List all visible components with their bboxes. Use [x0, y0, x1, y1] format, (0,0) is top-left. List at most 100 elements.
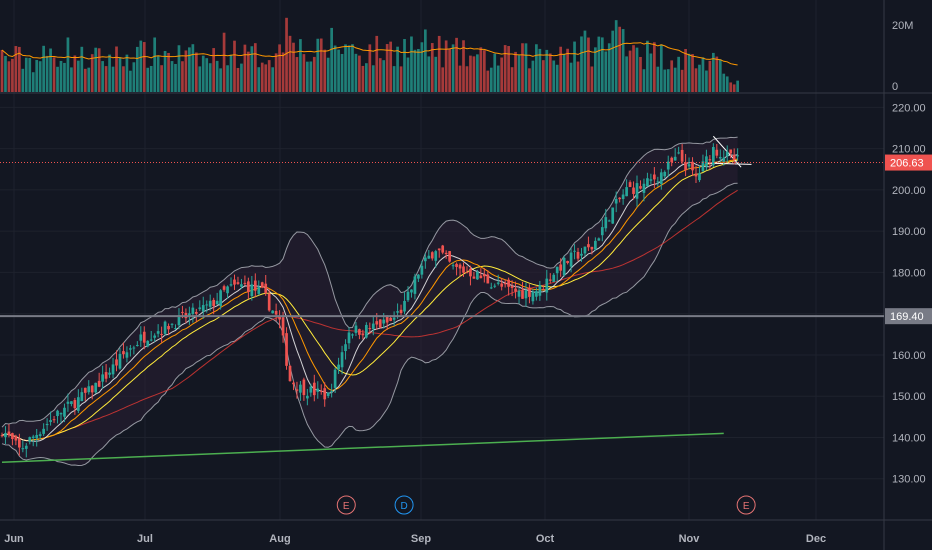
volume-bar	[607, 43, 611, 92]
volume-bar	[618, 26, 622, 93]
volume-bar	[73, 55, 77, 92]
event-marker[interactable]	[394, 495, 414, 515]
volume-bar	[351, 44, 354, 92]
bollinger-fill	[2, 137, 738, 466]
volume-bars	[0, 17, 739, 93]
event-marker[interactable]	[336, 495, 356, 515]
volume-bar	[163, 50, 167, 92]
last-price-badge-bg	[885, 154, 932, 171]
volume-bar	[524, 43, 528, 92]
candle-body	[288, 365, 292, 382]
volume-bar	[111, 66, 115, 92]
candle-body	[135, 345, 139, 347]
volume-bar	[358, 55, 361, 92]
candle-body	[59, 413, 63, 415]
candle-body	[684, 162, 687, 171]
volume-bar	[670, 60, 674, 92]
candle-body	[659, 172, 663, 185]
volume-bar	[80, 46, 84, 92]
candle-body	[340, 352, 344, 368]
volume-bar	[257, 67, 261, 92]
volume-bar	[181, 61, 184, 92]
event-marker[interactable]	[736, 495, 756, 515]
candle-body	[500, 283, 504, 287]
candle-body	[285, 333, 288, 366]
candle-body	[451, 265, 455, 267]
candle-body	[489, 287, 493, 289]
volume-bar	[174, 63, 177, 92]
candle-body	[524, 290, 528, 299]
volume-bar	[52, 57, 56, 92]
candle-body	[18, 439, 21, 448]
candle-body	[222, 286, 226, 290]
candle-body	[122, 351, 125, 355]
volume-bar	[56, 66, 59, 92]
candle-body	[14, 435, 18, 441]
candle-body	[677, 152, 680, 154]
volume-bar	[292, 42, 295, 92]
candle-body	[385, 316, 389, 323]
candle-body	[181, 311, 184, 313]
volume-bar	[597, 36, 601, 92]
volume-bar	[243, 44, 247, 92]
candle-body	[736, 155, 739, 157]
volume-ma	[1, 42, 738, 66]
volume-bar	[7, 61, 11, 92]
candle-body	[403, 300, 406, 312]
candle-body	[666, 161, 670, 170]
volume-bar	[552, 60, 556, 92]
candle-body	[129, 348, 132, 350]
volume-bar	[24, 57, 28, 92]
candle-body	[42, 428, 45, 434]
candle-body	[330, 391, 333, 393]
candle-body	[663, 171, 667, 177]
volume-bar	[219, 68, 222, 92]
volume-bar	[413, 49, 417, 92]
volume-bar	[632, 45, 635, 92]
volume-bar	[451, 44, 455, 92]
volume-bar	[653, 42, 656, 92]
volume-bar	[337, 49, 340, 92]
candle-body	[541, 288, 545, 290]
volume-bar	[285, 17, 288, 93]
candle-body	[319, 390, 323, 392]
candle-body	[115, 359, 118, 366]
candle-body	[597, 238, 601, 241]
price-tick-label: 180.00	[892, 267, 926, 279]
candle-body	[351, 334, 354, 336]
candle-body	[566, 260, 569, 264]
candle-body	[281, 317, 285, 336]
candle-body	[0, 435, 4, 437]
candle-body	[87, 386, 91, 393]
volume-bar	[590, 66, 594, 92]
candle-body	[63, 407, 66, 417]
volume-bar	[38, 61, 42, 92]
volume-bar	[35, 59, 39, 92]
price-levels	[0, 162, 884, 318]
volume-bar	[375, 35, 379, 92]
candle-body	[97, 380, 101, 387]
candle-body	[174, 328, 177, 330]
volume-bar	[698, 64, 701, 92]
volume-bar	[319, 38, 323, 92]
candle-body	[430, 252, 434, 259]
volume-bar	[687, 53, 691, 92]
candle-body	[382, 319, 386, 324]
volume-bar	[11, 58, 14, 92]
volume-bar	[732, 84, 736, 92]
candle-body	[240, 284, 243, 287]
volume-tick-label: 0	[892, 81, 898, 93]
volume-bar	[188, 47, 191, 92]
volume-bar	[139, 40, 143, 92]
candle-body	[316, 388, 320, 392]
candle-body	[725, 151, 729, 157]
candle-body	[139, 334, 143, 341]
volume-bar	[63, 62, 66, 92]
candle-body	[108, 372, 111, 375]
candle-body	[361, 333, 365, 336]
candle-body	[73, 400, 77, 409]
candle-body	[247, 281, 250, 292]
candle-body	[295, 389, 299, 391]
